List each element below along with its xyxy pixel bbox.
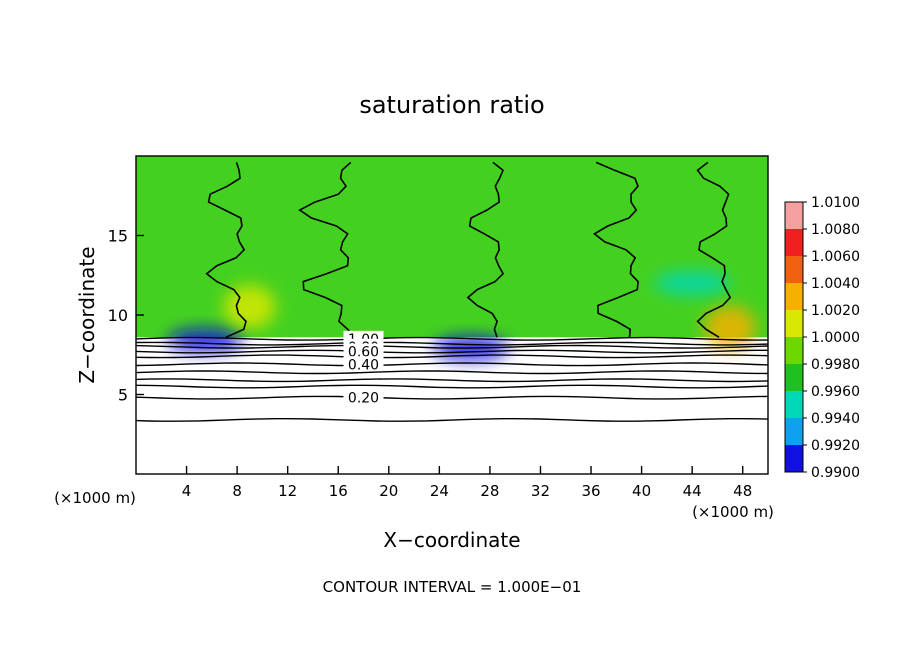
field-anomaly-3 — [704, 305, 757, 350]
field-anomaly-1 — [223, 285, 276, 330]
x-axis-label: X−coordinate — [383, 528, 520, 552]
y-tick-label-15: 15 — [108, 227, 128, 246]
colorbar-segment-3 — [785, 283, 803, 310]
contour-line-2 — [136, 344, 768, 349]
contour-label-9: 0.20 — [348, 391, 379, 407]
contour-line-7 — [136, 378, 768, 383]
contour-label-bg-5 — [343, 356, 384, 371]
contour-line-1 — [136, 341, 768, 346]
colorbar-label-1: 1.0080 — [811, 222, 860, 238]
colorbar-segment-0 — [785, 202, 803, 229]
x-tick-label-8: 8 — [232, 482, 242, 500]
x-unit-label: (×1000 m) — [692, 503, 774, 521]
y-tick-label-10: 10 — [108, 306, 128, 325]
cloud-contour-line-1 — [298, 161, 355, 338]
colorbar-label-10: 0.9900 — [811, 465, 860, 481]
colorbar-segment-7 — [785, 391, 803, 418]
cloud-contour-line-3 — [592, 161, 639, 338]
y-unit-label: (×1000 m) — [54, 489, 136, 507]
footer-contour-interval: CONTOUR INTERVAL = 1.000E−01 — [323, 578, 582, 596]
x-tick-label-4: 4 — [182, 482, 192, 500]
x-tick-label-24: 24 — [430, 482, 449, 500]
field-anomaly-4 — [654, 271, 731, 296]
colorbar-segment-4 — [785, 310, 803, 337]
cloud-contour-line-0 — [205, 162, 247, 339]
colorbar-segment-5 — [785, 337, 803, 364]
colorbar-label-5: 1.0000 — [811, 330, 860, 346]
x-tick-label-48: 48 — [733, 482, 752, 500]
contour-line-0 — [136, 336, 768, 341]
cloud-contour-line-4 — [696, 161, 732, 338]
colorbar-label-8: 0.9940 — [811, 411, 860, 427]
contour-line-4 — [136, 354, 768, 359]
contour-labels: 1.000.800.600.400.20 — [343, 330, 384, 407]
colorbar-label-9: 0.9920 — [811, 438, 860, 454]
colorbar-segment-6 — [785, 364, 803, 391]
contour-line-10 — [136, 418, 768, 422]
contour-label-bg-9 — [343, 389, 384, 404]
colorbar-label-3: 1.0040 — [811, 276, 860, 292]
colorbar-label-6: 0.9980 — [811, 357, 860, 373]
colorbar-label-0: 1.0100 — [811, 195, 860, 211]
colorbar-segment-8 — [785, 418, 803, 445]
x-tick-label-20: 20 — [379, 482, 398, 500]
contour-line-6 — [136, 370, 768, 375]
colorbar-segment-1 — [785, 229, 803, 256]
x-tick-label-44: 44 — [683, 482, 702, 500]
x-tick-label-40: 40 — [632, 482, 651, 500]
x-tick-label-36: 36 — [581, 482, 600, 500]
plot-area: 1.000.800.600.400.20 — [136, 156, 768, 474]
x-tick-label-32: 32 — [531, 482, 550, 500]
cloud-contour-line-2 — [466, 161, 505, 338]
contour-label-5: 0.40 — [348, 357, 379, 373]
contour-line-9 — [136, 395, 768, 400]
field-anomalies — [167, 271, 757, 361]
x-tick-label-12: 12 — [278, 482, 297, 500]
contour-line-8 — [136, 384, 768, 389]
y-axis-label: Z−coordinate — [75, 246, 99, 383]
colorbar-segment-9 — [785, 445, 803, 472]
x-tick-label-16: 16 — [329, 482, 348, 500]
colorbar-label-7: 0.9960 — [811, 384, 860, 400]
colorbar-label-4: 1.0020 — [811, 303, 860, 319]
x-tick-label-28: 28 — [480, 482, 499, 500]
colorbar-label-2: 1.0060 — [811, 249, 860, 265]
contour-line-3 — [136, 349, 768, 354]
y-tick-label-5: 5 — [118, 386, 128, 405]
y-axis: 5 10 15 — [108, 227, 144, 405]
lower-contours — [136, 336, 768, 422]
cloud-contours — [205, 161, 732, 339]
contour-label-bg-3 — [343, 343, 384, 358]
x-axis: 4 8 12 16 20 24 28 32 36 40 44 48 — [182, 466, 752, 500]
field-anomaly-0 — [167, 328, 244, 353]
chart-title: saturation ratio — [359, 91, 544, 119]
colorbar-segment-2 — [785, 256, 803, 283]
contour-line-5 — [136, 362, 768, 367]
colorbar: 1.0100 1.0080 1.0060 1.0040 1.0020 1.0000 0.99… — [784, 195, 860, 481]
